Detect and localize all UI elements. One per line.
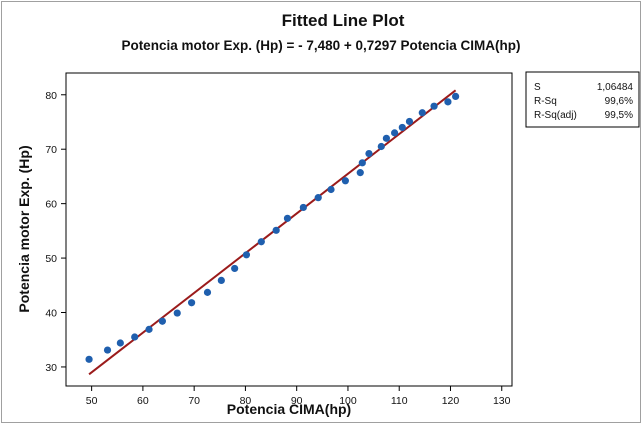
- data-point: [299, 203, 307, 212]
- data-point: [418, 109, 426, 117]
- data-point: [283, 214, 292, 222]
- x-axis-label: Potencia CIMA(hp): [227, 401, 351, 417]
- data-point: [145, 325, 153, 333]
- data-point: [398, 123, 406, 132]
- data-point: [187, 299, 196, 307]
- stats-box: S 1,06484 R-Sq 99,6% R-Sq(adj) 99,5%: [525, 71, 640, 128]
- data-point: [358, 159, 366, 167]
- data-point: [314, 194, 322, 202]
- data-point: [158, 317, 166, 325]
- data-point: [341, 177, 349, 185]
- data-point: [272, 226, 280, 234]
- data-point: [203, 288, 212, 296]
- data-point: [116, 339, 124, 347]
- data-point: [242, 251, 251, 259]
- y-axis-label: Potencia motor Exp. (Hp): [16, 145, 32, 312]
- y-tick-label: 60: [45, 199, 57, 211]
- x-tick-label: 100: [339, 395, 357, 407]
- data-point: [85, 355, 93, 363]
- y-tick-label: 70: [45, 144, 57, 156]
- data-point: [444, 98, 452, 106]
- data-point: [430, 102, 438, 110]
- stat-label-rsq-adj: R-Sq(adj): [534, 110, 577, 121]
- data-point: [377, 142, 385, 151]
- y-tick-label: 50: [45, 253, 57, 265]
- y-axis: 30 40 50 60 70 80: [45, 90, 66, 374]
- x-tick-label: 130: [493, 395, 511, 407]
- data-point: [382, 134, 391, 142]
- x-tick-label: 80: [240, 395, 252, 407]
- x-tick-label: 50: [86, 395, 98, 407]
- stat-value-rsq: 99,6%: [605, 96, 633, 107]
- plot-area: [65, 72, 513, 387]
- stat-label-s: S: [534, 82, 541, 93]
- data-point: [405, 117, 414, 126]
- stat-value-rsq-adj: 99,5%: [605, 110, 633, 121]
- y-tick-label: 30: [45, 362, 57, 374]
- fit-line-layer: [88, 89, 457, 376]
- stat-label-rsq: R-Sq: [534, 96, 557, 107]
- x-axis: 50 60 70 80 90 100 110 120 130: [86, 386, 511, 407]
- data-points: [85, 92, 460, 363]
- chart-title: Fitted Line Plot: [282, 11, 405, 30]
- data-point: [327, 185, 335, 194]
- y-tick-label: 80: [45, 90, 57, 102]
- x-tick-label: 120: [442, 395, 460, 407]
- x-tick-label: 110: [391, 395, 408, 407]
- stat-value-s: 1,06484: [597, 82, 634, 93]
- chart-subtitle: Potencia motor Exp. (Hp) = - 7,480 + 0,7…: [121, 38, 520, 53]
- data-point: [391, 129, 399, 137]
- data-point: [173, 309, 181, 317]
- stats-box-border: [525, 71, 640, 128]
- data-point: [231, 264, 239, 273]
- data-point: [452, 92, 460, 101]
- x-tick-label: 70: [188, 395, 200, 407]
- y-tick-label: 40: [45, 308, 57, 320]
- data-point: [365, 149, 373, 158]
- data-point: [103, 346, 112, 354]
- data-point: [257, 238, 265, 246]
- x-tick-label: 60: [137, 395, 149, 407]
- data-point: [356, 169, 364, 177]
- data-point: [217, 276, 225, 284]
- x-tick-label: 90: [291, 395, 303, 407]
- fit-line: [88, 89, 457, 376]
- data-point: [131, 333, 139, 341]
